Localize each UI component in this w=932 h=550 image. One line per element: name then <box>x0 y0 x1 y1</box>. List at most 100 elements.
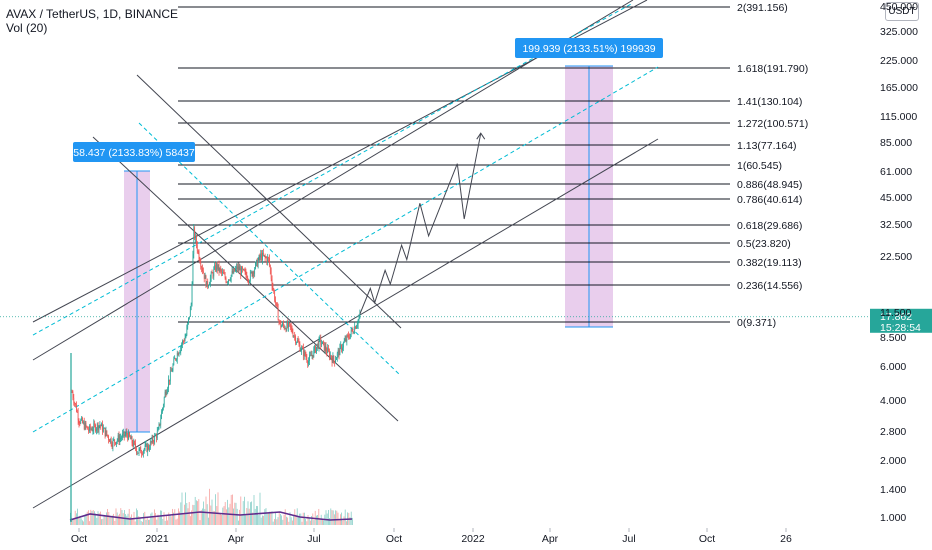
price-candle-body <box>136 448 137 453</box>
fib-level-label: 2(391.156) <box>737 2 788 14</box>
price-candle-body <box>76 404 77 412</box>
price-candle-body <box>169 379 170 382</box>
x-tick-label: Apr <box>228 533 245 545</box>
price-candle-body <box>223 273 225 275</box>
price-candle-body <box>294 335 296 337</box>
price-candle-body <box>130 436 132 440</box>
price-candle-body <box>92 430 94 431</box>
volume-bar <box>316 515 317 525</box>
price-candle-body <box>292 332 294 337</box>
volume-bar <box>200 509 202 525</box>
volume-bar <box>205 496 207 525</box>
price-candle-body <box>78 420 80 424</box>
price-candle-body <box>114 439 116 443</box>
price-candle-body <box>211 272 213 274</box>
volume-bar <box>337 512 339 525</box>
volume-bar <box>212 510 214 525</box>
price-candle-body <box>191 284 193 305</box>
price-candle-body <box>161 411 162 419</box>
price-candle-body <box>88 429 89 431</box>
price-candle-body <box>356 326 357 329</box>
volume-bar <box>101 519 102 525</box>
price-candle-body <box>306 357 308 362</box>
symbol-title: AVAX / TetherUS, 1D, BINANCE <box>6 7 179 21</box>
price-candle-body <box>170 370 172 372</box>
projection-path <box>359 133 482 315</box>
axis-layer: Oct 2021 Apr Jul Oct 2022 Apr Jul Oct 26 450.000 32… <box>71 1 918 545</box>
price-candle-body <box>196 244 198 252</box>
volume-bar <box>214 511 215 525</box>
volume-bar <box>149 519 150 525</box>
price-candle-body <box>128 432 129 440</box>
price-candle-body <box>83 421 85 430</box>
fib-level-label: 0.618(29.686) <box>737 220 802 232</box>
price-candle-body <box>238 266 240 271</box>
volume-bar <box>300 513 302 525</box>
y-tick-label: 2.000 <box>880 455 906 467</box>
volume-bar <box>210 505 212 525</box>
volume-bar <box>239 509 240 525</box>
volume-bar <box>176 518 178 525</box>
y-tick-label: 61.000 <box>880 166 912 178</box>
volume-bar <box>294 509 296 525</box>
volume-bar <box>178 508 179 525</box>
price-candle-body <box>288 322 289 328</box>
dashed-channel-upper <box>32 2 634 336</box>
price-candle-body <box>212 273 214 277</box>
price-candle-body <box>187 322 189 328</box>
price-candle-body <box>160 418 162 425</box>
fib-level-label: 1(60.545) <box>737 160 782 172</box>
price-candle-body <box>349 333 351 339</box>
price-candle-body <box>309 355 310 361</box>
volume-bar <box>251 501 252 525</box>
volume-bar <box>199 520 201 525</box>
price-candle-body <box>120 437 122 439</box>
price-candle-body <box>357 319 359 325</box>
price-candle-body <box>334 361 336 363</box>
y-tick-label: 8.500 <box>880 332 906 344</box>
price-candle-body <box>143 449 145 451</box>
price-candle-body <box>308 360 309 364</box>
volume-bar <box>325 510 327 525</box>
volume-bar <box>313 520 315 525</box>
volume-bar <box>98 513 100 525</box>
price-candle-body <box>253 271 255 274</box>
price-candle-body <box>356 324 358 327</box>
price-candle-body <box>241 267 242 275</box>
price-candle-body <box>129 432 130 437</box>
price-candle-body <box>197 251 199 252</box>
price-candle-body <box>171 370 173 372</box>
volume-bar <box>136 508 137 525</box>
price-candle-body <box>323 341 325 351</box>
volume-bar <box>209 488 210 525</box>
volume-bar <box>335 510 336 525</box>
volume-bar <box>181 492 183 525</box>
price-candle-body <box>93 423 95 431</box>
price-candle-body <box>355 326 356 329</box>
volume-bar <box>85 513 87 525</box>
price-candle-body <box>94 423 96 425</box>
volume-bar <box>270 511 272 525</box>
price-candle-body <box>169 370 171 382</box>
volume-bar <box>113 513 114 525</box>
currency-badge[interactable]: USDT <box>885 2 919 21</box>
volume-bar <box>190 516 191 525</box>
price-candle-body <box>248 279 249 282</box>
volume-bar <box>331 510 333 525</box>
price-candle-body <box>204 275 206 279</box>
price-candle-body <box>249 281 250 282</box>
price-candle-body <box>341 345 342 351</box>
price-candle-body <box>255 262 256 269</box>
fib-level-label: 1.272(100.571) <box>737 118 808 130</box>
price-candle-body <box>188 317 189 323</box>
price-candle-body <box>74 402 76 404</box>
price-candle-body <box>313 349 315 358</box>
price-candle-body <box>324 345 326 351</box>
price-candle-body <box>129 436 131 440</box>
volume-bar <box>247 501 249 525</box>
volume-indicator-label[interactable]: Vol (20) <box>6 21 48 35</box>
price-candle-body <box>157 428 159 432</box>
price-candle-body <box>332 355 334 363</box>
price-candle-body <box>98 425 100 431</box>
